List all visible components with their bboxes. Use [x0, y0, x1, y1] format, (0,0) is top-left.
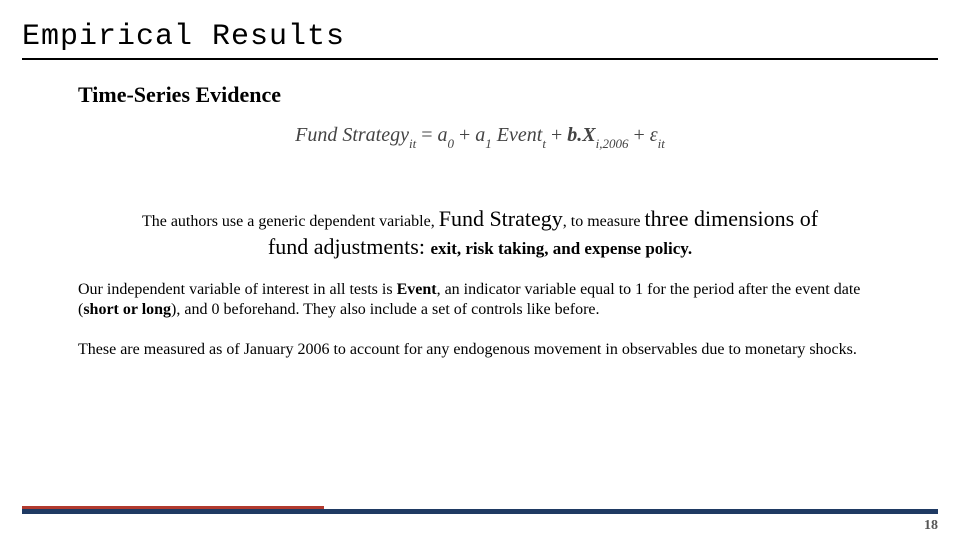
eq-a1: a [475, 124, 485, 146]
eq-plus3: + [633, 124, 649, 146]
title-underline [22, 58, 938, 60]
eq-event: Event [497, 124, 543, 146]
eq-a0: a [438, 124, 448, 146]
eq-lhs: Fund Strategy [295, 124, 409, 146]
eq-plus1: + [459, 124, 475, 146]
s2-fund-adj: fund adjustments: [268, 234, 431, 259]
eq-lhs-sub: it [409, 136, 416, 151]
sentence-2: fund adjustments: exit, risk taking, and… [78, 234, 882, 260]
eq-event-sub: t [542, 136, 546, 151]
eq-a0-sub: 0 [448, 136, 455, 151]
footer-line-red [22, 506, 324, 509]
slide-title: Empirical Results [22, 20, 938, 54]
sentence-1: The authors use a generic dependent vari… [78, 206, 882, 232]
eq-eps: ε [650, 124, 658, 146]
eq-plus2: + [551, 124, 567, 146]
p1-part1: Our independent variable of interest in … [78, 281, 397, 298]
paragraph-2: These are measured as of January 2006 to… [78, 340, 882, 360]
s2-bolded: exit, risk taking, and expense policy. [430, 239, 692, 258]
footer-lines [22, 506, 938, 514]
eq-eps-sub: it [658, 136, 665, 151]
page-number: 18 [924, 518, 938, 534]
s1-three-dims: three dimensions of [645, 206, 819, 231]
slide-subtitle: Time-Series Evidence [78, 82, 938, 108]
footer-line-dark [22, 509, 938, 514]
body-text: The authors use a generic dependent vari… [78, 206, 882, 360]
s1-fundstrategy: Fund Strategy [439, 206, 563, 231]
eq-bx: b.X [567, 124, 595, 146]
p1-event: Event [397, 281, 437, 298]
s1-part1: The authors use a generic dependent vari… [142, 213, 439, 230]
p1-shortlong: short or long [83, 301, 171, 318]
p1-part3: ), and 0 beforehand. They also include a… [171, 301, 599, 318]
regression-equation: Fund Strategyit = a0 + a1 Eventt + b.Xi,… [22, 124, 938, 150]
s1-part2: , to measure [563, 213, 645, 230]
eq-equals: = [421, 124, 437, 146]
slide: Empirical Results Time-Series Evidence F… [0, 0, 960, 540]
eq-a1-sub: 1 [485, 136, 492, 151]
eq-bx-sub: i,2006 [596, 136, 629, 151]
paragraph-1: Our independent variable of interest in … [78, 280, 882, 320]
